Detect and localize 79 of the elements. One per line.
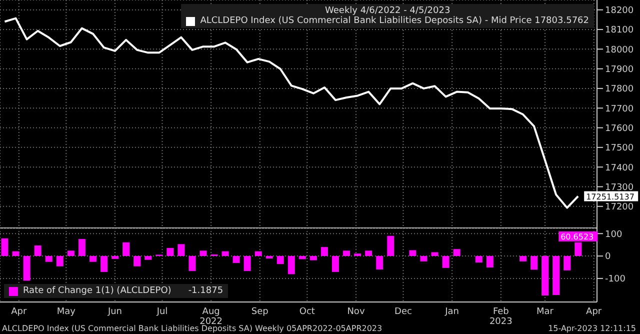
bar [453, 249, 460, 256]
y-tick-label: 17600 [605, 124, 634, 134]
x-tick-label: Mar [536, 307, 554, 317]
bar [530, 256, 538, 270]
annotation: -1.1875 [188, 286, 224, 296]
bar [23, 256, 30, 281]
bar [200, 250, 207, 256]
bar [343, 250, 350, 256]
y-tick-label: -100 [605, 274, 626, 285]
bar [519, 256, 526, 262]
bar [376, 256, 384, 270]
x-tick-label: Jan [444, 307, 460, 317]
bar [100, 256, 108, 272]
x-tick-label: Dec [394, 307, 412, 317]
bar [254, 251, 262, 256]
y-tick-label: 18200 [605, 6, 634, 16]
x-tick-label: Feb 2023 [489, 307, 512, 327]
y-tick-label: 17300 [605, 182, 634, 193]
bar [320, 247, 328, 256]
bar [387, 236, 394, 256]
y-tick-label: 17900 [605, 64, 634, 75]
bar [134, 256, 141, 266]
data-label: 17251.5137 [586, 192, 634, 202]
bar [365, 250, 372, 256]
y-tick-label: 18000 [605, 45, 634, 56]
bar [178, 244, 185, 256]
bar [442, 256, 450, 268]
bar [298, 256, 306, 260]
bar [45, 256, 52, 262]
bar [166, 248, 174, 256]
y-tick-label: 0 [605, 252, 611, 262]
x-tick-label: Apr [11, 307, 27, 317]
bar [542, 256, 549, 296]
bar [188, 256, 196, 272]
bar [67, 250, 74, 256]
y-tick-label: 17700 [605, 104, 634, 114]
data-label: 60.6523 [560, 232, 594, 242]
y-tick-label: 17200 [605, 202, 634, 213]
text: Weekly 4/6/2022 - 4/5/2023 [324, 6, 452, 16]
bar [486, 256, 494, 268]
text: ALCLDEPO Index (US Commercial Bank Liabilities Deposits SA) Weekly 05APR2022-05APR2023 [2, 324, 382, 334]
bar [12, 251, 20, 256]
x-tick-label: Jun [106, 307, 122, 317]
y-tick-label: 18100 [605, 26, 634, 36]
bar [354, 254, 362, 256]
bar [89, 256, 96, 262]
bar [244, 256, 251, 272]
legend-label: ALCLDEPO Index (US Commercial Bank Liabilities Deposits SA) - Mid Price 17803.5762 [200, 16, 589, 26]
x-tick-label: Jul [156, 307, 168, 317]
bar [409, 250, 416, 256]
bar [475, 256, 482, 263]
bar [56, 256, 64, 266]
bar [332, 256, 340, 272]
bar [1, 238, 8, 256]
y-tick-label: 17800 [605, 84, 634, 95]
legend-label: Rate of Change 1(1) (ALCLDEPO) [23, 286, 172, 296]
bar [111, 256, 118, 259]
y-tick-label: 17400 [605, 163, 634, 174]
y-tick-label: 100 [605, 230, 622, 240]
x-tick-label: May [56, 307, 76, 317]
bar [564, 256, 571, 270]
bar [310, 256, 317, 260]
bar [288, 256, 295, 274]
bar [222, 251, 229, 256]
y-tick-label: 17500 [605, 144, 634, 154]
x-tick-label: Apr [586, 307, 602, 317]
bar [232, 256, 240, 263]
x-tick-label: Sep [251, 307, 269, 317]
bar [78, 238, 86, 256]
bar [144, 256, 152, 260]
bar [420, 256, 428, 262]
bar [122, 242, 130, 256]
x-tick-label: Nov [347, 307, 366, 317]
x-tick-label: Oct [299, 307, 316, 317]
bar [276, 256, 284, 264]
bar [552, 256, 560, 296]
bar [34, 245, 42, 256]
text: 15-Apr-2023 12:11:15 [548, 324, 636, 334]
bar [431, 252, 438, 256]
